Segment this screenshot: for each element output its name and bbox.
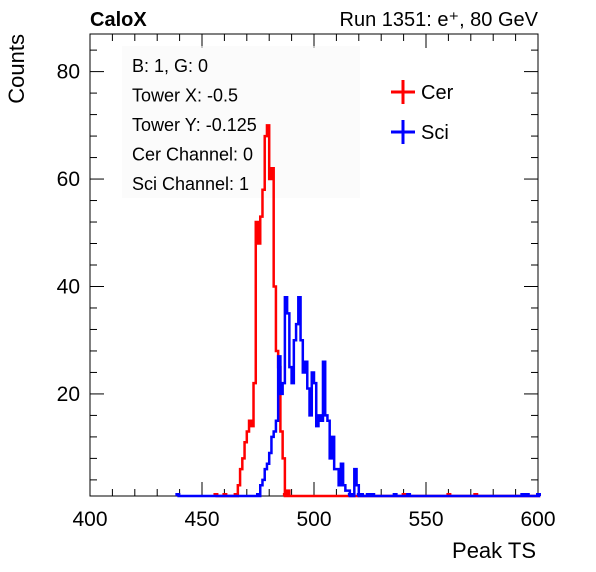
info-line: Sci Channel: 1 xyxy=(132,174,249,194)
legend-label: Cer xyxy=(421,82,454,104)
legend-label: Sci xyxy=(421,122,449,144)
y-axis-label: Counts xyxy=(4,34,29,104)
y-tick-label: 60 xyxy=(57,168,80,191)
y-tick-label: 80 xyxy=(57,61,80,84)
y-tick-label: 40 xyxy=(57,275,80,298)
title-right: Run 1351: e⁺, 80 GeV xyxy=(340,9,539,31)
y-tick-label: 20 xyxy=(57,383,80,406)
x-tick-label: 600 xyxy=(520,508,555,531)
x-tick-label: 450 xyxy=(184,508,219,531)
info-line: Tower X: -0.5 xyxy=(132,86,238,106)
series-sci-line xyxy=(177,295,541,498)
x-tick-label: 500 xyxy=(296,508,331,531)
series-cer-line xyxy=(215,124,541,498)
info-line: Tower Y: -0.125 xyxy=(132,115,257,135)
info-box: B: 1, G: 0 Tower X: -0.5 Tower Y: -0.125 Ce… xyxy=(122,46,360,198)
legend-entry-sci: Sci xyxy=(391,120,449,144)
info-line: Cer Channel: 0 xyxy=(132,145,253,165)
title-left: CaloX xyxy=(90,9,147,31)
x-axis-label: Peak TS xyxy=(452,538,536,563)
x-tick-label: 400 xyxy=(72,508,107,531)
info-line: B: 1, G: 0 xyxy=(132,56,208,76)
x-tick-label: 550 xyxy=(408,508,443,531)
legend-entry-cer: Cer xyxy=(391,80,454,104)
